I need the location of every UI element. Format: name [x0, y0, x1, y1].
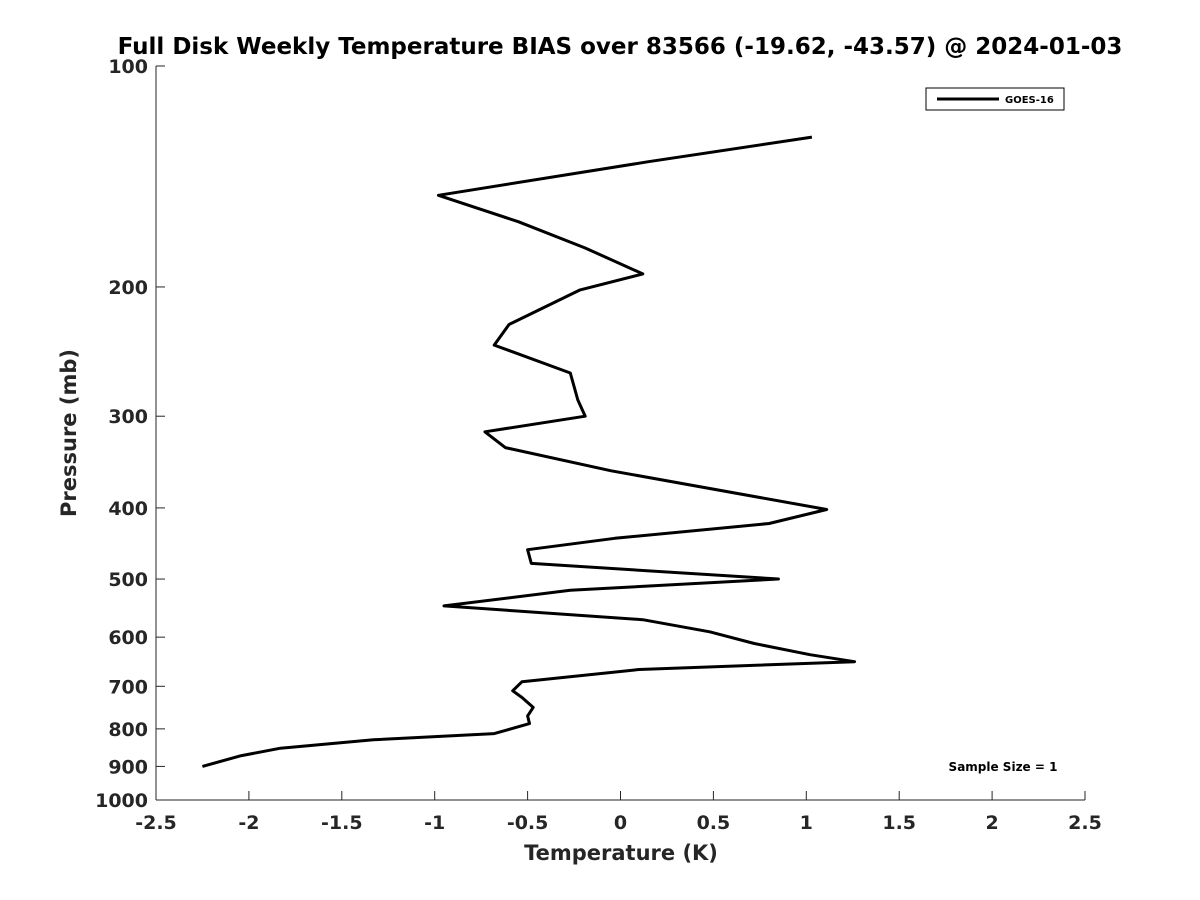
y-axis-label: Pressure (mb)	[57, 349, 81, 517]
x-tick-label: 0	[614, 812, 627, 834]
x-tick-label: 0.5	[697, 812, 731, 834]
y-tick-label: 500	[108, 569, 148, 591]
y-tick-label: 300	[108, 406, 148, 428]
sample-size-annotation: Sample Size = 1	[949, 760, 1058, 774]
x-tick-label: -1.5	[321, 812, 363, 834]
x-tick-label: 2	[985, 812, 998, 834]
y-tick-label: 700	[108, 676, 148, 698]
plot-frame	[155, 66, 1085, 801]
series-layer	[202, 135, 857, 768]
y-tick-label: 200	[108, 277, 148, 299]
series-line-goes16	[202, 135, 857, 768]
x-tick-label: -0.5	[507, 812, 549, 834]
x-tick-label: -2	[238, 812, 259, 834]
legend: GOES-16	[925, 87, 1065, 111]
legend-entry-goes16: GOES-16	[1005, 95, 1054, 106]
x-tick-label: 1	[800, 812, 813, 834]
x-tick-label: -1	[424, 812, 445, 834]
chart-title: Full Disk Weekly Temperature BIAS over 8…	[118, 34, 1123, 60]
y-tick-label: 400	[108, 498, 148, 520]
x-tick-label: 1.5	[882, 812, 916, 834]
y-tick-label: 100	[108, 56, 148, 78]
x-axis-label: Temperature (K)	[524, 841, 718, 865]
x-tick-label: -2.5	[135, 812, 177, 834]
y-axis-ticks: 100 200 300 400 500 600 700 800 900 1000	[95, 56, 165, 812]
y-tick-label: 900	[108, 756, 148, 778]
y-tick-label: 800	[108, 719, 148, 741]
y-tick-label: 600	[108, 627, 148, 649]
x-tick-label: 2.5	[1068, 812, 1102, 834]
y-tick-label: 1000	[95, 790, 148, 812]
x-axis-ticks: -2.5 -2 -1.5 -1 -0.5 0 0.5 1 1.5 2 2.5	[135, 791, 1102, 834]
